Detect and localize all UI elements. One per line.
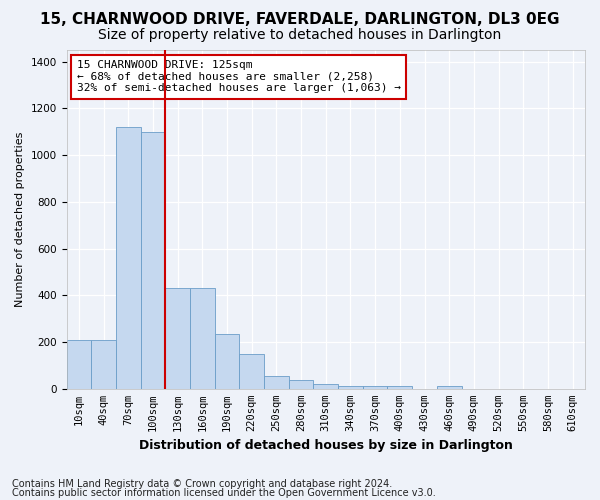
Bar bbox=[313, 384, 338, 389]
Bar bbox=[388, 386, 412, 389]
Bar bbox=[116, 127, 140, 389]
Bar bbox=[338, 386, 363, 389]
Bar bbox=[67, 340, 91, 389]
Bar bbox=[190, 288, 215, 389]
Bar bbox=[264, 376, 289, 389]
Text: Contains HM Land Registry data © Crown copyright and database right 2024.: Contains HM Land Registry data © Crown c… bbox=[12, 479, 392, 489]
Bar bbox=[140, 132, 165, 389]
Bar bbox=[363, 386, 388, 389]
Bar bbox=[91, 340, 116, 389]
Text: Contains public sector information licensed under the Open Government Licence v3: Contains public sector information licen… bbox=[12, 488, 436, 498]
Bar bbox=[239, 354, 264, 389]
X-axis label: Distribution of detached houses by size in Darlington: Distribution of detached houses by size … bbox=[139, 440, 513, 452]
Text: 15, CHARNWOOD DRIVE, FAVERDALE, DARLINGTON, DL3 0EG: 15, CHARNWOOD DRIVE, FAVERDALE, DARLINGT… bbox=[40, 12, 560, 28]
Text: Size of property relative to detached houses in Darlington: Size of property relative to detached ho… bbox=[98, 28, 502, 42]
Bar bbox=[165, 288, 190, 389]
Bar bbox=[437, 386, 461, 389]
Text: 15 CHARNWOOD DRIVE: 125sqm
← 68% of detached houses are smaller (2,258)
32% of s: 15 CHARNWOOD DRIVE: 125sqm ← 68% of deta… bbox=[77, 60, 401, 94]
Bar bbox=[289, 380, 313, 389]
Y-axis label: Number of detached properties: Number of detached properties bbox=[15, 132, 25, 307]
Bar bbox=[215, 334, 239, 389]
